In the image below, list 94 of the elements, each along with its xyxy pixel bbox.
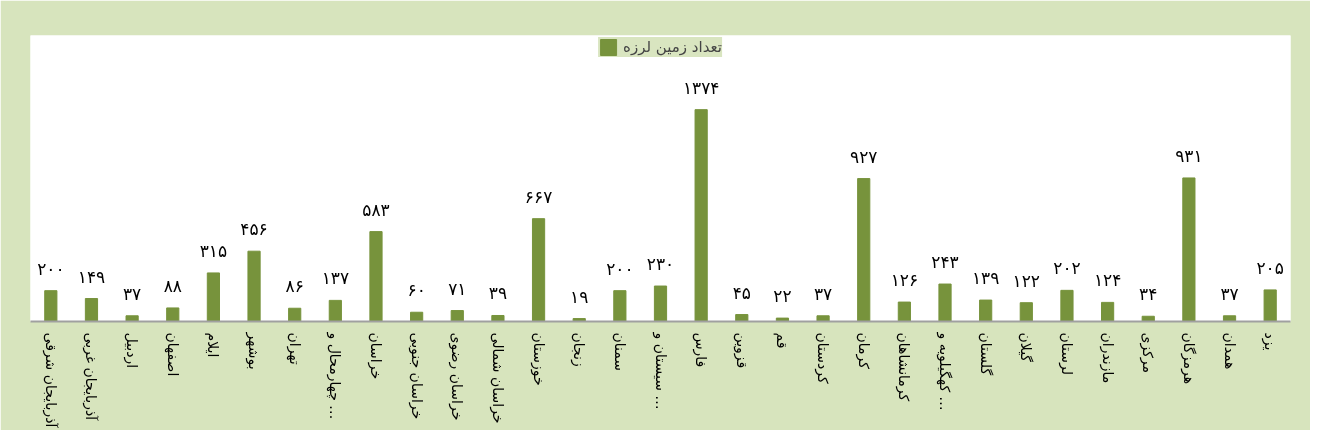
bar bbox=[613, 290, 627, 322]
data-label: ۳۷ bbox=[1220, 283, 1239, 304]
data-label: ۱۹ bbox=[570, 286, 589, 307]
data-label: ۱۳۷۴ bbox=[682, 77, 720, 98]
bar bbox=[1101, 301, 1115, 322]
x-tick-label: زنجان bbox=[570, 332, 588, 367]
data-label: ۲۰۵ bbox=[1256, 257, 1284, 278]
x-tick-label: لرستان bbox=[1057, 332, 1075, 375]
data-label: ۸۶ bbox=[285, 276, 304, 297]
bar bbox=[1182, 177, 1196, 322]
data-label: ۹۳۱ bbox=[1175, 145, 1203, 166]
bar bbox=[288, 307, 302, 322]
bar bbox=[491, 314, 505, 322]
data-label: ۳۷ bbox=[813, 283, 833, 304]
x-tick-label: خراسان bbox=[366, 332, 384, 380]
data-label: ۹۲۷ bbox=[850, 146, 878, 167]
bar bbox=[938, 283, 952, 322]
bar bbox=[897, 301, 911, 322]
x-tick-label: آذربایجان غربی bbox=[82, 332, 100, 422]
bar bbox=[328, 299, 342, 322]
bar bbox=[450, 310, 464, 322]
bar bbox=[1263, 289, 1277, 322]
bar bbox=[857, 178, 871, 322]
data-label: ۵۸۳ bbox=[362, 199, 390, 220]
bar bbox=[1060, 289, 1074, 322]
data-label: ۶۰ bbox=[407, 280, 426, 301]
x-tick-label: قزوین bbox=[732, 332, 750, 369]
x-tick-label: گلستان bbox=[977, 332, 994, 376]
x-tick-label: هرمزگان bbox=[1179, 332, 1197, 385]
x-tick-label: قم bbox=[773, 332, 791, 349]
x-tick-label: مرکزی bbox=[1139, 332, 1157, 374]
data-label: ۱۲۴ bbox=[1093, 270, 1122, 291]
data-label: ۲۴۳ bbox=[931, 252, 959, 273]
bar bbox=[775, 317, 790, 322]
bar bbox=[1222, 315, 1237, 322]
x-tick-label: مازندران bbox=[1098, 332, 1116, 384]
data-label: ۸۸ bbox=[163, 275, 182, 296]
data-label: ۲۳۰ bbox=[646, 254, 675, 275]
x-tick-label: یزد bbox=[1261, 332, 1279, 351]
x-tick-label: خراسان رضوی bbox=[448, 332, 466, 421]
bar bbox=[979, 299, 993, 322]
bar bbox=[1019, 302, 1033, 322]
data-label: ۳۱۵ bbox=[199, 240, 228, 261]
x-tick-label: سیستان و … bbox=[651, 331, 669, 410]
bar bbox=[653, 285, 668, 322]
bar bbox=[84, 298, 99, 322]
x-tick-label: فارس bbox=[692, 332, 710, 368]
data-label: ۶۶۷ bbox=[524, 186, 553, 207]
bar bbox=[735, 314, 749, 322]
data-label: ۳۴ bbox=[1139, 284, 1158, 305]
data-label: ۴۵۶ bbox=[240, 219, 268, 240]
x-tick-label: اردبیل bbox=[123, 332, 141, 369]
data-label: ۱۳۹ bbox=[971, 268, 1000, 289]
data-label: ۷۱ bbox=[448, 278, 467, 299]
bar bbox=[410, 311, 424, 322]
data-label: ۲۰۲ bbox=[1053, 258, 1081, 279]
data-label: ۱۲۶ bbox=[890, 270, 919, 291]
x-tick-label: خوزستان bbox=[529, 332, 547, 386]
legend-label: تعداد زمین لرزه bbox=[623, 38, 722, 56]
x-tick-label: کهگیلویه و … bbox=[936, 331, 954, 411]
data-label: ۳۷ bbox=[122, 283, 142, 304]
bar bbox=[816, 315, 830, 322]
bar bbox=[125, 315, 139, 322]
x-tick-label: تهران bbox=[285, 332, 303, 365]
data-label: ۲۲ bbox=[773, 286, 792, 307]
bar bbox=[572, 318, 586, 322]
x-tick-label: چهارمحال و … bbox=[326, 331, 344, 420]
bar bbox=[1141, 315, 1155, 322]
x-tick-label: سمنان bbox=[611, 332, 628, 372]
x-tick-label: آذربایجان شرقی bbox=[41, 332, 59, 429]
x-tick-label: گیلان bbox=[1018, 332, 1035, 363]
x-tick-label: کرمانشاهان bbox=[895, 332, 913, 402]
x-tick-label: همدان bbox=[1221, 332, 1238, 370]
bar bbox=[44, 290, 58, 322]
bar bbox=[247, 250, 261, 322]
x-tick-label: ایلام bbox=[205, 332, 222, 358]
bar bbox=[206, 272, 220, 322]
x-tick-label: خراسان جنوبی bbox=[407, 332, 425, 420]
x-tick-label: بوشهر bbox=[245, 331, 263, 370]
data-label: ۲۰۰ bbox=[37, 258, 65, 279]
data-label: ۱۴۹ bbox=[77, 266, 106, 287]
x-tick-label: کرمان bbox=[854, 332, 872, 370]
x-tick-label: کردستان bbox=[814, 332, 832, 384]
bar bbox=[531, 218, 546, 322]
bar bbox=[369, 231, 383, 322]
data-label: ۳۹ bbox=[488, 283, 508, 304]
x-tick-label: اصفهان bbox=[163, 332, 181, 377]
data-label: ۱۲۲ bbox=[1012, 270, 1041, 291]
data-label: ۴۵ bbox=[732, 282, 751, 303]
data-label: ۲۰۰ bbox=[606, 258, 634, 279]
data-label: ۱۳۷ bbox=[321, 268, 350, 289]
bar bbox=[166, 307, 180, 322]
x-tick-label: خراسان شمالی bbox=[488, 332, 506, 424]
bar bbox=[694, 109, 708, 322]
